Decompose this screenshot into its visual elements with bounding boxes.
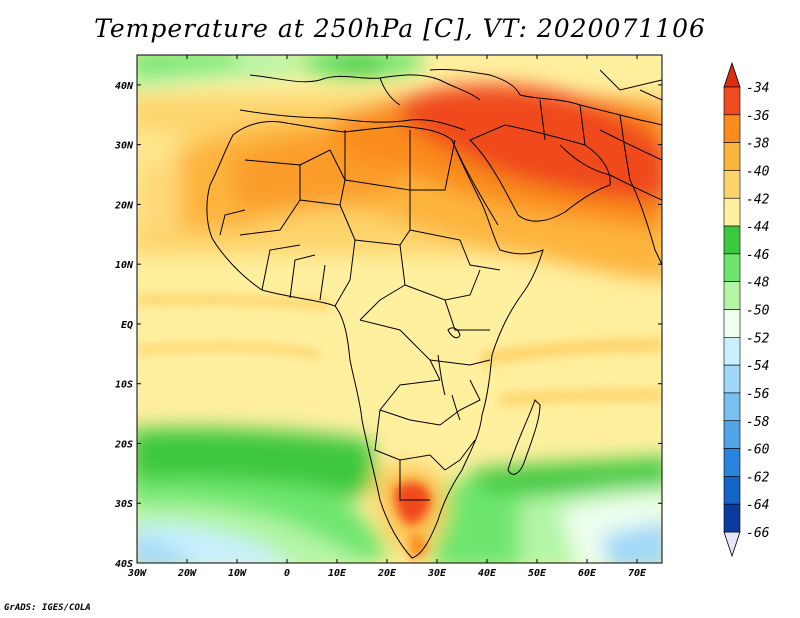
colorbar-segment	[723, 420, 741, 449]
longitude-axis: 30W 20W 10W 0 10E 20E 30E 40E 50E 60E 70E	[127, 55, 647, 579]
lat-tick-label: 30N	[114, 141, 134, 152]
colorbar-label: -34	[746, 81, 769, 96]
lat-tick-label: 40S	[115, 559, 133, 570]
lon-tick-label: 60E	[578, 568, 597, 579]
colorbar-segment	[723, 448, 741, 477]
map-title: Temperature at 250hPa [C], VT: 202007110…	[94, 14, 706, 43]
lon-tick-label: 0	[284, 568, 290, 579]
colorbar-label: -42	[746, 192, 770, 207]
colorbar-segment	[723, 392, 741, 422]
colorbar-segment	[723, 86, 741, 116]
colorbar-label: -62	[746, 470, 770, 485]
lon-tick-label: 30W	[127, 568, 147, 579]
colorbar-label: -64	[746, 498, 769, 513]
colorbar-segment	[723, 281, 741, 310]
colorbar: -34 -36 -38 -40 -42 -44 -46 -48 -50 -52 -54 -56 -58 -…	[723, 61, 770, 558]
colorbar-label: -52	[746, 331, 770, 346]
colorbar-bottom-arrow	[723, 531, 741, 558]
map-frame	[136, 54, 663, 564]
colorbar-segment	[723, 225, 741, 255]
lat-tick-label: EQ	[121, 320, 133, 331]
colorbar-label: -58	[746, 415, 770, 430]
colorbar-segment	[723, 197, 741, 227]
colorbar-segment	[723, 337, 741, 366]
colorbar-top-arrow	[723, 61, 741, 88]
colorbar-label: -60	[746, 443, 770, 458]
lon-tick-label: 10E	[328, 568, 347, 579]
lon-tick-label: 20E	[377, 568, 397, 579]
lon-tick-label: 30E	[427, 568, 447, 579]
lat-tick-label: 40N	[115, 81, 134, 92]
lat-tick-label: 30S	[114, 499, 133, 510]
colorbar-label: -56	[746, 387, 770, 402]
lon-tick-label: 20W	[177, 568, 197, 579]
colorbar-label: -46	[746, 248, 770, 263]
colorbar-segment	[723, 114, 741, 143]
latitude-axis: 40N 30N 20N 10N EQ 10S 20S 30S 40S	[114, 81, 662, 570]
colorbar-segment	[723, 503, 741, 533]
lon-tick-label: 40E	[478, 568, 497, 579]
coastlines-borders	[206, 69, 662, 559]
colorbar-segment	[723, 142, 741, 171]
temperature-field	[137, 55, 662, 563]
colorbar-segment	[723, 476, 741, 505]
colorbar-segment	[723, 253, 741, 282]
colorbar-label: -54	[746, 359, 769, 374]
colorbar-label: -38	[746, 137, 770, 152]
lat-tick-label: 10N	[115, 260, 134, 271]
lat-tick-label: 20N	[114, 200, 134, 211]
colorbar-segment	[723, 309, 741, 338]
colorbar-segment	[723, 364, 741, 394]
lat-tick-label: 10S	[115, 380, 133, 391]
lat-tick-label: 20S	[114, 439, 133, 450]
colorbar-label: -40	[746, 164, 770, 179]
colorbar-label: -44	[746, 220, 769, 235]
lon-tick-label: 70E	[628, 568, 647, 579]
colorbar-label: -36	[746, 109, 770, 124]
colorbar-label: -48	[746, 276, 770, 291]
colorbar-label: -66	[746, 526, 770, 541]
credit-label: GrADS: IGES/COLA	[4, 603, 91, 613]
colorbar-segment	[723, 170, 741, 199]
lon-tick-label: 50E	[528, 568, 547, 579]
lon-tick-label: 10W	[228, 568, 247, 579]
colorbar-label: -50	[746, 304, 770, 319]
